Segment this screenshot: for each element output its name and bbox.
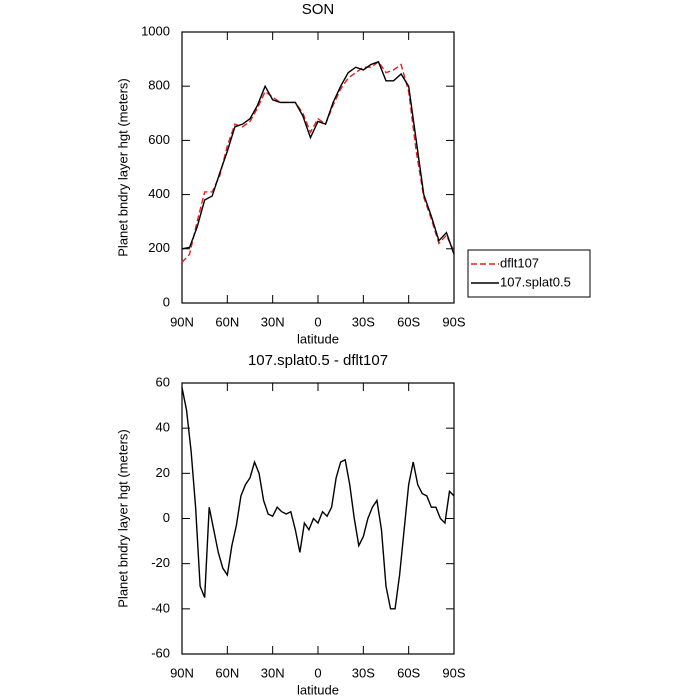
y-axis-label: Planet bndry layer hgt (meters) xyxy=(115,78,130,256)
y-tick-label: 600 xyxy=(148,132,170,147)
y-tick-label: -40 xyxy=(151,600,170,615)
y-tick-label: 60 xyxy=(156,374,170,389)
x-axis-label: latitude xyxy=(297,331,339,346)
y-tick-label: 40 xyxy=(156,420,170,435)
x-tick-label: 60S xyxy=(397,665,420,680)
y-axis-label: Planet bndry layer hgt (meters) xyxy=(115,429,130,607)
y-tick-label: 200 xyxy=(148,240,170,255)
x-tick-label: 90S xyxy=(442,314,465,329)
legend-box xyxy=(467,249,591,298)
data-line xyxy=(181,60,455,255)
chart-title: 107.splat0.5 - dflt107 xyxy=(248,352,388,369)
x-tick-label: 60S xyxy=(397,314,420,329)
y-tick-label: 20 xyxy=(156,465,170,480)
x-tick-label: 30S xyxy=(352,314,375,329)
chart-title: SON xyxy=(302,1,335,18)
x-tick-label: 0 xyxy=(314,665,321,680)
x-axis-label: latitude xyxy=(297,682,339,697)
data-line xyxy=(181,60,455,263)
x-tick-label: 60N xyxy=(215,314,239,329)
y-tick-label: -60 xyxy=(151,645,170,660)
x-tick-label: 30N xyxy=(261,665,285,680)
y-tick-label: 400 xyxy=(148,186,170,201)
x-tick-label: 90N xyxy=(170,314,194,329)
data-line xyxy=(181,387,455,610)
x-tick-label: 90N xyxy=(170,665,194,680)
x-tick-label: 60N xyxy=(215,665,239,680)
x-tick-label: 0 xyxy=(314,314,321,329)
plot-frame xyxy=(181,31,455,304)
y-tick-label: -20 xyxy=(151,555,170,570)
x-tick-label: 30S xyxy=(352,665,375,680)
legend-label: dflt107 xyxy=(500,255,539,270)
y-tick-label: 0 xyxy=(163,510,170,525)
y-tick-label: 1000 xyxy=(141,23,170,38)
legend-label: 107.splat0.5 xyxy=(500,274,571,289)
plot-frame xyxy=(181,382,455,655)
y-tick-label: 0 xyxy=(163,294,170,309)
x-tick-label: 90S xyxy=(442,665,465,680)
x-tick-label: 30N xyxy=(261,314,285,329)
y-tick-label: 800 xyxy=(148,78,170,93)
